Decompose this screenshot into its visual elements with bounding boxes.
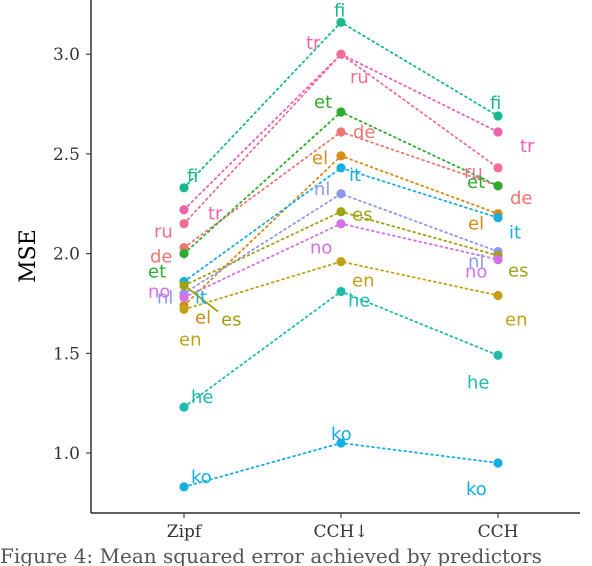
data-point-et <box>179 249 189 259</box>
point-label-tr: tr <box>208 204 223 225</box>
point-label-nl: nl <box>157 287 173 308</box>
y-tick-label: 1.0 <box>53 444 80 464</box>
point-label-ru: ru <box>154 222 173 243</box>
data-point-no <box>179 292 189 303</box>
leader-line-es <box>186 286 219 313</box>
point-label-he: he <box>191 387 213 408</box>
point-label-el: el <box>312 148 328 169</box>
series-lines <box>183 21 499 488</box>
data-point-el <box>336 151 346 161</box>
point-label-no: no <box>465 262 487 283</box>
point-label-no: no <box>148 281 170 302</box>
point-label-ru: ru <box>464 162 483 183</box>
data-point-ko <box>336 438 346 448</box>
x-ticks: Zipf CCH↓ CCH <box>167 513 519 542</box>
data-point-et <box>493 181 503 191</box>
point-label-he: he <box>467 372 489 393</box>
point-label-fi: fi <box>334 0 345 21</box>
point-label-ko: ko <box>331 424 352 445</box>
data-point-it <box>493 213 503 223</box>
data-point-et <box>336 107 346 117</box>
y-axis-title: MSE <box>16 229 41 283</box>
point-label-it: it <box>195 288 207 309</box>
y-tick-label: 1.5 <box>53 344 80 364</box>
data-point-es <box>336 207 346 217</box>
data-point-nl <box>336 189 346 199</box>
point-label-ru: ru <box>350 67 369 88</box>
data-point-fi <box>336 17 346 27</box>
y-tick-label: 2.0 <box>53 245 80 265</box>
point-label-tr: tr <box>306 33 321 54</box>
point-label-es: es <box>508 261 528 282</box>
series-line-el <box>183 154 499 307</box>
data-point-it <box>336 163 346 173</box>
x-tick-label: CCH↓ <box>313 522 368 542</box>
data-point-ru <box>179 219 189 229</box>
data-point-ko <box>493 458 503 468</box>
point-label-en: en <box>352 271 374 292</box>
point-label-ko: ko <box>466 479 487 500</box>
point-label-de: de <box>150 247 173 268</box>
point-label-fi: fi <box>490 93 501 114</box>
series-points <box>179 17 503 492</box>
data-point-fi <box>493 111 503 121</box>
data-point-ru <box>336 49 346 59</box>
point-label-el: el <box>468 214 484 235</box>
data-point-de <box>336 127 346 137</box>
y-tick-label: 3.0 <box>53 45 80 65</box>
point-label-es: es <box>221 310 241 331</box>
point-label-de: de <box>353 122 376 143</box>
point-label-et: et <box>314 92 332 113</box>
data-point-es <box>179 280 189 291</box>
point-label-nl: nl <box>314 179 330 200</box>
data-point-he <box>493 350 503 360</box>
point-label-fi: fi <box>187 166 198 187</box>
data-point-tr <box>493 127 503 137</box>
data-point-en <box>493 290 503 301</box>
data-point-he <box>336 286 346 297</box>
series-line-en <box>183 260 499 311</box>
point-label-he: he <box>348 290 370 311</box>
series-labels: fififitrtrtrrururudededeetetetelelelnlnl… <box>148 0 535 500</box>
point-label-en: en <box>179 329 201 350</box>
data-point-no <box>336 219 346 229</box>
x-tick-label: CCH <box>478 522 519 542</box>
series-line-ru <box>183 53 499 225</box>
y-tick-label: 2.5 <box>53 145 80 165</box>
data-point-ko <box>179 482 189 492</box>
point-label-it: it <box>509 223 521 244</box>
point-label-es: es <box>352 205 372 226</box>
data-point-ru <box>493 163 503 173</box>
figure-caption: Figure 4: Mean squared error achieved by… <box>0 546 542 566</box>
x-tick-label: Zipf <box>167 522 203 542</box>
data-point-fi <box>179 183 189 193</box>
data-point-tr <box>179 205 189 215</box>
point-label-tr: tr <box>520 136 535 157</box>
data-point-no <box>493 254 503 265</box>
point-label-ko: ko <box>191 467 212 488</box>
series-line-ko <box>183 442 499 488</box>
point-label-el: el <box>195 307 211 328</box>
y-ticks: 1.0 1.5 2.0 2.5 3.0 <box>53 45 91 464</box>
data-point-en <box>179 304 189 315</box>
point-label-it: it <box>349 165 361 186</box>
data-point-he <box>179 402 189 412</box>
data-point-en <box>336 256 346 267</box>
point-label-et: et <box>467 172 485 193</box>
mse-chart: 1.01.52.02.53.0 Zipf CCH↓ CCH MSE fififitr… <box>16 0 580 542</box>
point-label-de: de <box>510 188 533 209</box>
point-label-nl: nl <box>468 252 484 273</box>
point-label-no: no <box>310 238 332 259</box>
point-label-et: et <box>148 262 166 283</box>
point-label-en: en <box>505 309 527 330</box>
